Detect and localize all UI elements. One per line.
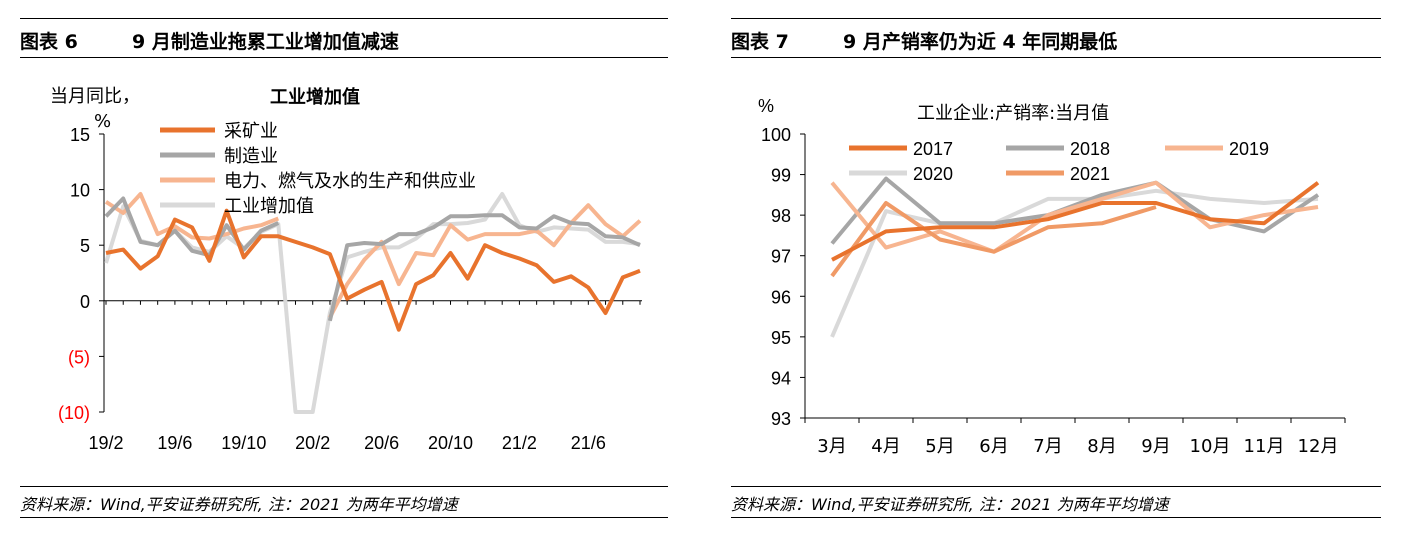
- x-tick-label-21-6: 21/6: [571, 433, 606, 453]
- x-tick-label-5: 8月: [1087, 436, 1116, 457]
- x-tick-label-19-6: 19/6: [157, 433, 192, 453]
- figure-title-bar: 图表 7 9 月产销率仍为近 4 年同期最低: [731, 18, 1381, 58]
- y-tick-label-5: 95: [771, 328, 791, 348]
- legend-label-4: 2021: [1070, 164, 1110, 184]
- legend-label-2: 电力、燃气及水的生产和供应业: [224, 171, 476, 192]
- series-line-3: [830, 188, 1319, 338]
- legend-label-3: 2020: [913, 164, 953, 184]
- legend-label-0: 采矿业: [224, 121, 278, 142]
- x-tick-label-2: 5月: [925, 436, 954, 457]
- figure-title: 9 月产销率仍为近 4 年同期最低: [843, 31, 1118, 53]
- x-tick-label-3: 6月: [979, 436, 1008, 457]
- y-tick-label-2: 98: [771, 206, 791, 226]
- x-tick-label-1: 4月: [871, 436, 900, 457]
- x-tick-label-9: 12月: [1298, 436, 1339, 457]
- y-tick-label-5: (10): [58, 403, 90, 423]
- x-tick-label-21-2: 21/2: [502, 433, 537, 453]
- y-tick-label-4: (5): [68, 347, 90, 367]
- chart-title: 工业增加值: [270, 86, 360, 108]
- y-tick-label-3: 97: [771, 247, 791, 267]
- legend-label-1: 2018: [1070, 139, 1110, 159]
- figure-title: 9 月制造业拖累工业增加值减速: [132, 31, 399, 53]
- source-note: 资料来源：Wind,平安证券研究所, 注：2021 为两年平均增速: [20, 486, 668, 518]
- y-axis-label: 当月同比，: [50, 86, 140, 107]
- legend-label-1: 制造业: [224, 146, 278, 167]
- x-tick-label-7: 10月: [1190, 436, 1231, 457]
- y-tick-label-0: 15: [70, 125, 90, 145]
- figure-label: 图表 7: [731, 31, 789, 53]
- x-tick-label-4: 7月: [1033, 436, 1062, 457]
- y-tick-label-0: 100: [761, 125, 791, 145]
- y-tick-label-2: 5: [80, 236, 90, 256]
- y-tick-label-3: 0: [80, 292, 90, 312]
- x-tick-label-20-6: 20/6: [364, 433, 399, 453]
- series-line-2: [104, 192, 642, 319]
- series-line-0: [105, 208, 641, 332]
- x-tick-label-19-2: 19/2: [88, 433, 123, 453]
- chart-title: 工业企业:产销率:当月值: [917, 103, 1109, 124]
- figure-label: 图表 6: [20, 31, 78, 53]
- y-tick-label-1: 10: [70, 181, 90, 201]
- y-tick-label-6: 94: [771, 368, 791, 388]
- sales-ratio-chart: % 工业企业:产销率:当月值 100 99 98 97 96 95 94 93 3月 4月 5月 6月 7月…: [758, 96, 1346, 457]
- source-note: 资料来源：Wind,平安证券研究所, 注：2021 为两年平均增速: [731, 486, 1381, 518]
- y-axis-unit: %: [758, 96, 774, 116]
- x-tick-label-20-10: 20/10: [428, 433, 473, 453]
- x-tick-label-0: 3月: [817, 436, 846, 457]
- legend-label-2: 2019: [1229, 139, 1269, 159]
- y-tick-label-7: 93: [771, 409, 791, 429]
- x-tick-label-6: 9月: [1141, 436, 1170, 457]
- figure-7-panel: 图表 7 9 月产销率仍为近 4 年同期最低 % 工业企业:产销率:当月值 100 9…: [731, 0, 1381, 540]
- legend-label-3: 工业增加值: [224, 196, 314, 217]
- y-tick-label-4: 96: [771, 287, 791, 307]
- legend-label-0: 2017: [913, 139, 953, 159]
- series-line-0: [831, 181, 1320, 262]
- x-tick-label-8: 11月: [1244, 436, 1285, 457]
- figure-6-panel: 图表 6 9 月制造业拖累工业增加值减速 当月同比，% 工业增加值 15 10 5 0 (5…: [20, 0, 668, 540]
- y-tick-label-1: 99: [771, 166, 791, 186]
- figure-title-bar: 图表 6 9 月制造业拖累工业增加值减速: [20, 18, 668, 58]
- y-axis-unit: %: [94, 111, 111, 132]
- series-line-1: [104, 196, 641, 322]
- x-tick-label-19-10: 19/10: [221, 433, 266, 453]
- x-tick-label-20-2: 20/2: [295, 433, 330, 453]
- industrial-value-added-chart: 当月同比，% 工业增加值 15 10 5 0 (5) (10) 19/2 19/6 19/10 20/…: [50, 86, 642, 453]
